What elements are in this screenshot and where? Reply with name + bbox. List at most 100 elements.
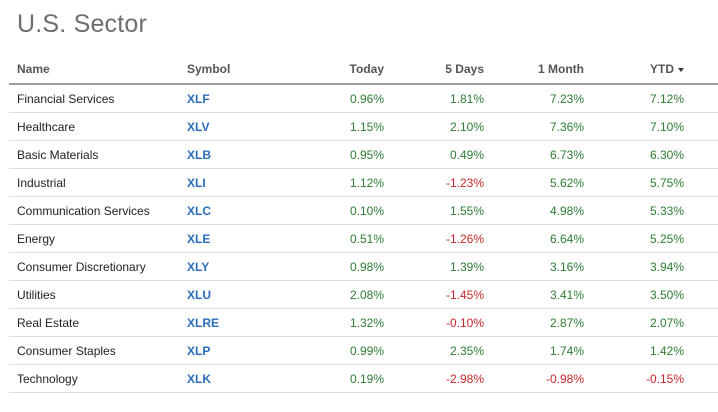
row-spacer (684, 140, 718, 169)
sector-name-cell: Utilities (9, 280, 187, 309)
sector-name-cell: Communication Services (9, 196, 187, 225)
five-days-change-cell: 2.10% (384, 112, 484, 141)
column-header-1-month[interactable]: 1 Month (484, 55, 584, 85)
sector-name-cell: Energy (9, 224, 187, 253)
five-days-change-cell: -1.26% (384, 224, 484, 253)
ytd-change-cell: 7.10% (584, 112, 684, 141)
five-days-change-cell: 2.35% (384, 336, 484, 365)
sector-name-cell: Financial Services (9, 84, 187, 113)
ytd-change-cell: 7.12% (584, 84, 684, 113)
today-change-cell: 1.32% (277, 308, 384, 337)
today-change-cell: 1.15% (277, 112, 384, 141)
row-spacer (684, 280, 718, 309)
table-row[interactable]: Real Estate XLRE 1.32% -0.10% 2.87% 2.07% (9, 308, 718, 337)
row-spacer (684, 364, 718, 393)
today-change-cell: 0.51% (277, 224, 384, 253)
symbol-link[interactable]: XLV (187, 112, 277, 141)
column-header-5-days[interactable]: 5 Days (384, 55, 484, 85)
symbol-link[interactable]: XLU (187, 280, 277, 309)
today-change-cell: 0.96% (277, 84, 384, 113)
ytd-change-cell: -0.15% (584, 364, 684, 393)
today-change-cell: 2.08% (277, 280, 384, 309)
table-row[interactable]: Healthcare XLV 1.15% 2.10% 7.36% 7.10% (9, 112, 718, 141)
table-row[interactable]: Consumer Discretionary XLY 0.98% 1.39% 3.16%… (9, 252, 718, 281)
sector-name-cell: Basic Materials (9, 140, 187, 169)
row-spacer (684, 252, 718, 281)
table-row[interactable]: Financial Services XLF 0.96% 1.81% 7.23% 7.12… (9, 84, 718, 113)
row-spacer (684, 336, 718, 365)
one-month-change-cell: 7.36% (484, 112, 584, 141)
sort-descending-icon (678, 67, 684, 72)
one-month-change-cell: 1.74% (484, 336, 584, 365)
today-change-cell: 1.12% (277, 168, 384, 197)
column-header-today[interactable]: Today (277, 55, 384, 85)
table-row[interactable]: Basic Materials XLB 0.95% 0.49% 6.73% 6.30% (9, 140, 718, 169)
table-row[interactable]: Communication Services XLC 0.10% 1.55% 4.98%… (9, 196, 718, 225)
today-change-cell: 0.95% (277, 140, 384, 169)
one-month-change-cell: 6.64% (484, 224, 584, 253)
today-change-cell: 0.99% (277, 336, 384, 365)
table-row[interactable]: Utilities XLU 2.08% -1.45% 3.41% 3.50% (9, 280, 718, 309)
table-row[interactable]: Technology XLK 0.19% -2.98% -0.98% -0.15% (9, 364, 718, 393)
row-spacer (684, 84, 718, 113)
row-spacer (684, 224, 718, 253)
five-days-change-cell: -0.10% (384, 308, 484, 337)
ytd-change-cell: 1.42% (584, 336, 684, 365)
table-row[interactable]: Consumer Staples XLP 0.99% 2.35% 1.74% 1.42% (9, 336, 718, 365)
sector-table: Name Symbol Today 5 Days 1 Month YTD Fin… (9, 55, 718, 393)
header-row: Name Symbol Today 5 Days 1 Month YTD (9, 55, 718, 85)
one-month-change-cell: 2.87% (484, 308, 584, 337)
ytd-change-cell: 6.30% (584, 140, 684, 169)
ytd-change-cell: 5.25% (584, 224, 684, 253)
table-body: Financial Services XLF 0.96% 1.81% 7.23% 7.12… (9, 84, 718, 393)
ytd-change-cell: 5.33% (584, 196, 684, 225)
column-spacer (684, 55, 718, 85)
sector-name-cell: Technology (9, 364, 187, 393)
ytd-change-cell: 3.50% (584, 280, 684, 309)
one-month-change-cell: -0.98% (484, 364, 584, 393)
symbol-link[interactable]: XLC (187, 196, 277, 225)
table-row[interactable]: Industrial XLI 1.12% -1.23% 5.62% 5.75% (9, 168, 718, 197)
symbol-link[interactable]: XLB (187, 140, 277, 169)
five-days-change-cell: 1.39% (384, 252, 484, 281)
five-days-change-cell: 0.49% (384, 140, 484, 169)
column-header-name[interactable]: Name (9, 55, 187, 85)
column-header-symbol[interactable]: Symbol (187, 55, 277, 85)
symbol-link[interactable]: XLY (187, 252, 277, 281)
column-header-ytd-label: YTD (650, 62, 674, 76)
five-days-change-cell: -1.45% (384, 280, 484, 309)
five-days-change-cell: -2.98% (384, 364, 484, 393)
row-spacer (684, 308, 718, 337)
table-header: Name Symbol Today 5 Days 1 Month YTD (9, 55, 718, 85)
symbol-link[interactable]: XLP (187, 336, 277, 365)
symbol-link[interactable]: XLI (187, 168, 277, 197)
today-change-cell: 0.19% (277, 364, 384, 393)
symbol-link[interactable]: XLK (187, 364, 277, 393)
ytd-change-cell: 3.94% (584, 252, 684, 281)
five-days-change-cell: -1.23% (384, 168, 484, 197)
ytd-change-cell: 2.07% (584, 308, 684, 337)
today-change-cell: 0.10% (277, 196, 384, 225)
ytd-change-cell: 5.75% (584, 168, 684, 197)
row-spacer (684, 112, 718, 141)
page-title: U.S. Sector (17, 10, 148, 38)
table-row[interactable]: Energy XLE 0.51% -1.26% 6.64% 5.25% (9, 224, 718, 253)
one-month-change-cell: 3.16% (484, 252, 584, 281)
sector-name-cell: Consumer Discretionary (9, 252, 187, 281)
symbol-link[interactable]: XLF (187, 84, 277, 113)
row-spacer (684, 196, 718, 225)
five-days-change-cell: 1.55% (384, 196, 484, 225)
sector-name-cell: Real Estate (9, 308, 187, 337)
sector-name-cell: Industrial (9, 168, 187, 197)
symbol-link[interactable]: XLE (187, 224, 277, 253)
one-month-change-cell: 7.23% (484, 84, 584, 113)
sector-name-cell: Consumer Staples (9, 336, 187, 365)
one-month-change-cell: 5.62% (484, 168, 584, 197)
one-month-change-cell: 4.98% (484, 196, 584, 225)
row-spacer (684, 168, 718, 197)
one-month-change-cell: 3.41% (484, 280, 584, 309)
symbol-link[interactable]: XLRE (187, 308, 277, 337)
sector-name-cell: Healthcare (9, 112, 187, 141)
today-change-cell: 0.98% (277, 252, 384, 281)
column-header-ytd[interactable]: YTD (584, 55, 684, 85)
